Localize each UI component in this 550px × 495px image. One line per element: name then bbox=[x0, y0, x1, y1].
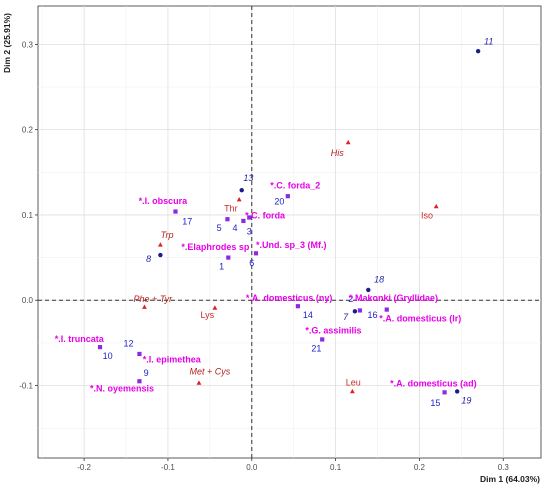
x-tick-label: 0.2 bbox=[414, 463, 426, 472]
annotation-label: 14 bbox=[303, 310, 313, 320]
data-points bbox=[97, 49, 481, 395]
annotation-label: Leu bbox=[346, 378, 361, 388]
point-square-5 bbox=[225, 217, 230, 222]
point-square-3 bbox=[247, 215, 252, 220]
annotation-label: *.A. domesticus (lr) bbox=[379, 314, 461, 324]
annotation-label: Trp bbox=[161, 230, 174, 240]
y-tick-label: 0.0 bbox=[22, 296, 34, 305]
point-triangle-thr bbox=[236, 196, 242, 202]
point-square-20 bbox=[285, 194, 290, 199]
annotation-label: *.C. forda bbox=[245, 210, 286, 220]
point-square-14 bbox=[295, 304, 300, 309]
annotation-label: *.N. oyemensis bbox=[90, 383, 154, 393]
annotation-label: 3 bbox=[247, 227, 252, 237]
annotation-label: 6 bbox=[249, 258, 254, 268]
annotation-label: 16 bbox=[367, 310, 377, 320]
annotation-label: 17 bbox=[182, 216, 192, 226]
point-square-15 bbox=[442, 390, 447, 395]
annotation-label: *.C. forda_2 bbox=[270, 181, 320, 191]
x-tick-label: 0.0 bbox=[246, 463, 258, 472]
annotation-label: 1 bbox=[219, 262, 224, 272]
annotation-label: 18 bbox=[374, 274, 384, 284]
y-tick-label: 0.3 bbox=[22, 40, 34, 49]
x-tick-label: -0.1 bbox=[161, 463, 175, 472]
annotation-label: Phe + Tyr bbox=[134, 294, 174, 304]
annotation-label: *.A. domesticus (ny) bbox=[246, 293, 333, 303]
annotation-label: *.A. domesticus (ad) bbox=[390, 378, 477, 388]
point-square-6 bbox=[253, 251, 259, 256]
point-triangle-iso bbox=[433, 203, 439, 209]
annotation-label: *.Makonki (Gryllidae) bbox=[349, 293, 438, 303]
point-circle-8 bbox=[158, 252, 163, 258]
point-square-17 bbox=[173, 209, 178, 214]
point-square-12 bbox=[137, 351, 142, 357]
point-triangle-his bbox=[345, 139, 351, 145]
annotation-label: 7 bbox=[343, 312, 349, 322]
plot-panel bbox=[37, 5, 542, 459]
point-square-4 bbox=[241, 218, 246, 224]
x-tick-label: 0.3 bbox=[498, 463, 510, 472]
annotation-label: 10 bbox=[103, 351, 113, 361]
y-tick-label: 0.1 bbox=[22, 211, 34, 220]
x-axis-title: Dim 1 (64.03%) bbox=[480, 474, 540, 484]
point-square-21 bbox=[320, 337, 325, 342]
annotation-label: 2 bbox=[348, 294, 353, 304]
annotation-label: 8 bbox=[146, 254, 151, 264]
annotation-label: 20 bbox=[274, 197, 284, 207]
grid-major bbox=[38, 6, 541, 458]
annotation-label: Thr bbox=[224, 204, 238, 214]
annotation-label: 9 bbox=[144, 368, 149, 378]
annotation-label: Lys bbox=[201, 310, 215, 320]
x-tick-label: -0.2 bbox=[77, 463, 91, 472]
point-square-1 bbox=[226, 255, 231, 260]
x-tick-label: 0.1 bbox=[330, 463, 342, 472]
annotation-label: 19 bbox=[461, 395, 471, 405]
point-triangle-trp bbox=[157, 242, 163, 247]
grid-minor bbox=[38, 6, 541, 458]
annotation-label: *.Und. sp_3 (Mf.) bbox=[256, 240, 327, 250]
y-axis-ticks: -0.1 0.0 0.1 0.2 0.3 bbox=[19, 40, 38, 391]
y-tick-label: -0.1 bbox=[19, 382, 33, 391]
annotation-label: *.I. truncata bbox=[55, 334, 105, 344]
point-square-2 bbox=[357, 308, 363, 313]
annotation-label: 15 bbox=[430, 398, 440, 408]
annotation-label: *.I. obscura bbox=[139, 196, 189, 206]
point-circle-19 bbox=[454, 389, 460, 394]
x-axis-ticks: -0.2 -0.1 0.0 0.1 0.2 0.3 bbox=[77, 458, 509, 472]
point-square-9 bbox=[137, 379, 142, 384]
point-circle-11 bbox=[475, 49, 481, 54]
annotation-label: *.G. assimilis bbox=[305, 325, 361, 335]
y-axis-title: Dim 2 (25.91%) bbox=[2, 13, 12, 73]
annotation-label: Met + Cys bbox=[189, 366, 230, 376]
point-triangle-met-cys bbox=[196, 380, 202, 385]
annotation-label: 12 bbox=[124, 338, 134, 348]
annotation-label: 5 bbox=[217, 223, 222, 233]
point-square-10 bbox=[97, 345, 103, 350]
point-triangle-phe-tyr bbox=[142, 304, 147, 309]
annotation-label: 13 bbox=[243, 173, 253, 183]
annotation-label: 4 bbox=[233, 223, 238, 233]
reference-lines bbox=[38, 6, 541, 458]
point-circle-18 bbox=[366, 287, 371, 293]
point-square-16 bbox=[384, 307, 389, 312]
annotation-label: *.Elaphrodes sp bbox=[181, 242, 250, 252]
y-tick-label: 0.2 bbox=[22, 126, 34, 135]
point-circle-7 bbox=[352, 309, 358, 314]
annotation-label: 11 bbox=[484, 36, 493, 46]
annotation-label: Iso bbox=[421, 210, 433, 220]
annotation-label: 21 bbox=[311, 343, 321, 353]
point-triangle-lys bbox=[212, 305, 218, 310]
annotation-label: *.I. epimethea bbox=[143, 354, 202, 364]
point-circle-13 bbox=[239, 188, 244, 193]
annotation-label: His bbox=[331, 148, 344, 158]
point-triangle-leu bbox=[349, 388, 355, 394]
